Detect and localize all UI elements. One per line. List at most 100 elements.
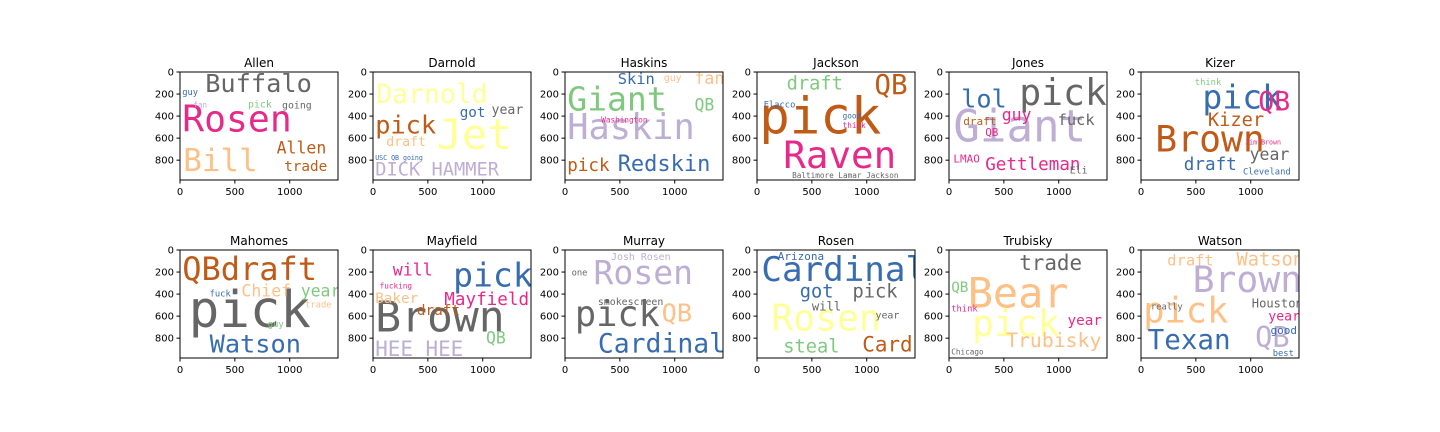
- x-tick-label: 0: [754, 365, 760, 376]
- y-tick-label: 200: [540, 90, 559, 101]
- axes-frame: [948, 249, 1108, 359]
- y-tick-label: 800: [348, 156, 367, 167]
- cloud-word: Gettleman: [985, 155, 1080, 175]
- cloud-word: draft: [386, 135, 426, 150]
- panel-title: Murray: [623, 234, 665, 248]
- axes-frame: [372, 71, 532, 181]
- cloud-word: QB: [1258, 87, 1290, 118]
- x-tick-label: 1000: [854, 365, 879, 376]
- cloud-word: one: [572, 268, 588, 278]
- cloud-word: think: [843, 121, 867, 130]
- cloud-word: year: [1268, 310, 1300, 325]
- x-tick-label: 1000: [277, 187, 302, 198]
- cloud-word: draft: [417, 303, 460, 319]
- x-tick-label: 500: [610, 365, 629, 376]
- cloud-word: Jim Brown: [1245, 139, 1281, 147]
- axes-frame: [179, 249, 339, 359]
- cloud-word: QB: [662, 299, 692, 328]
- cloud-word: draft: [963, 115, 996, 128]
- cloud-word: guy: [664, 73, 682, 84]
- cloud-word: best: [1273, 349, 1294, 359]
- y-tick-label: 400: [540, 290, 559, 301]
- cloud-word: good: [843, 111, 862, 120]
- x-tick-label: 0: [946, 187, 952, 198]
- y-tick-label: 800: [540, 156, 559, 167]
- cloud-word: Houston: [1252, 296, 1303, 310]
- cloud-word: Bear: [968, 268, 1069, 317]
- cloud-word: year: [1068, 313, 1103, 329]
- y-tick-label: 0: [1129, 246, 1135, 257]
- x-tick-label: 1000: [854, 187, 879, 198]
- cloud-word: QB: [486, 329, 506, 348]
- cloud-word: Washington: [601, 116, 647, 125]
- y-tick-label: 400: [1116, 290, 1135, 301]
- cloud-word: USC QB going: [375, 154, 423, 162]
- cloud-word: pick: [567, 156, 610, 176]
- y-tick-label: 800: [924, 156, 943, 167]
- panel-title: Mahomes: [230, 234, 288, 248]
- cloud-word: QB: [951, 280, 968, 296]
- cloud-word: Cleveland: [1243, 168, 1291, 178]
- cloud-word: Rosen: [182, 98, 292, 141]
- cloud-word: think: [1195, 78, 1222, 88]
- y-tick-label: 600: [540, 134, 559, 145]
- x-tick-label: 1000: [1046, 187, 1071, 198]
- y-tick-label: 800: [924, 334, 943, 345]
- y-tick-label: 600: [348, 312, 367, 323]
- x-tick-label: 1000: [662, 365, 687, 376]
- cloud-word: trade: [284, 159, 327, 175]
- cloud-word: Darnold: [376, 79, 487, 110]
- cloud-word: lol: [961, 84, 1007, 113]
- x-tick-label: 500: [994, 187, 1013, 198]
- cloud-word: guy: [182, 88, 198, 98]
- y-tick-label: 800: [732, 156, 751, 167]
- cloud-word: draft: [787, 74, 843, 95]
- x-tick-label: 1000: [1238, 365, 1263, 376]
- x-tick-label: 1000: [470, 187, 495, 198]
- cloud-word: Flacco: [764, 100, 796, 110]
- y-tick-label: 0: [553, 246, 559, 257]
- y-tick-label: 800: [1116, 334, 1135, 345]
- cloud-word: Rosen: [594, 253, 694, 292]
- cloud-word: QB: [695, 96, 715, 115]
- cloud-word: guy: [1002, 106, 1032, 125]
- x-tick-label: 1000: [277, 365, 302, 376]
- y-tick-label: 0: [745, 246, 751, 257]
- cloud-word: will: [812, 300, 841, 314]
- y-tick-label: 0: [1129, 68, 1135, 79]
- y-tick-label: 200: [540, 268, 559, 279]
- cloud-word: Brown: [1155, 117, 1265, 160]
- cloud-word: pick: [375, 111, 436, 140]
- y-tick-label: 600: [924, 134, 943, 145]
- x-tick-label: 500: [418, 365, 437, 376]
- axes-frame: [1140, 71, 1300, 181]
- panel-title: Darnold: [428, 56, 475, 70]
- y-tick-label: 200: [924, 90, 943, 101]
- panel-title: Watson: [1198, 234, 1242, 248]
- cloud-word: smokescreen: [598, 297, 663, 308]
- y-tick-label: 0: [745, 68, 751, 79]
- axes-frame: [564, 249, 724, 359]
- y-tick-label: 400: [1116, 112, 1135, 123]
- x-tick-label: 1000: [1046, 365, 1071, 376]
- x-tick-label: 1000: [1238, 187, 1263, 198]
- cloud-word: year: [492, 103, 524, 118]
- y-tick-label: 600: [155, 312, 174, 323]
- y-tick-label: 400: [924, 112, 943, 123]
- axes-frame: [756, 249, 916, 359]
- x-tick-label: 0: [177, 187, 183, 198]
- y-tick-label: 600: [1116, 134, 1135, 145]
- cloud-word: Cardinal: [761, 250, 926, 290]
- cloud-word: Jet: [437, 110, 513, 159]
- cloud-word: pick: [853, 281, 898, 302]
- y-tick-label: 200: [732, 90, 751, 101]
- cloud-word: Cardinal: [598, 329, 725, 360]
- cloud-word: Rosen: [771, 296, 881, 339]
